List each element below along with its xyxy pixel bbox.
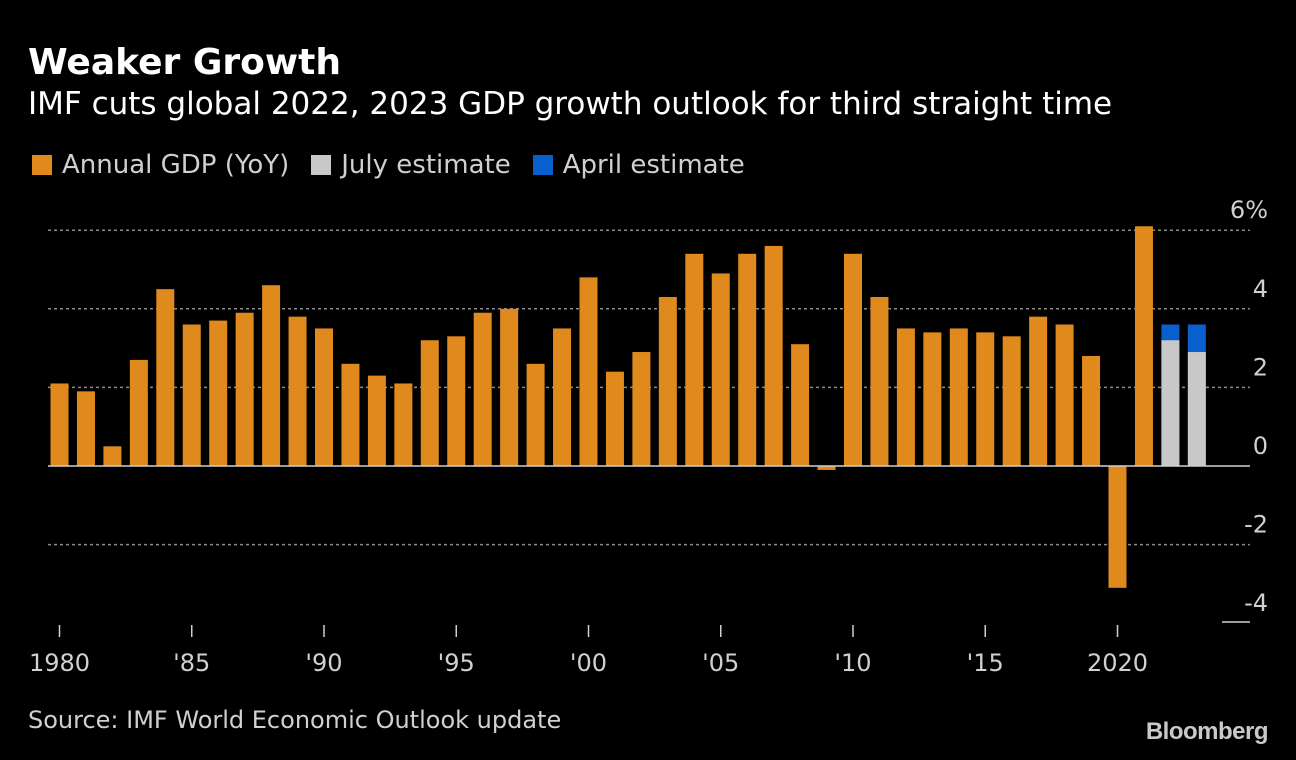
- bar-annual-gdp-1986: [209, 320, 228, 466]
- bar-annual-gdp-1980: [50, 383, 69, 466]
- bar-annual-gdp-1993: [394, 383, 413, 466]
- bar-annual-gdp-2016: [1002, 336, 1021, 466]
- bar-annual-gdp-2021: [1134, 226, 1153, 466]
- bar-annual-gdp-2015: [976, 332, 995, 466]
- bar-annual-gdp-1996: [473, 312, 492, 466]
- gdp-bar-chart: 6% 4 2 0 -2 -4 1980 '85 '90 '95 '00 '05 '10 '15 2020: [29, 196, 1268, 677]
- chart-subtitle: IMF cuts global 2022, 2023 GDP growth ou…: [28, 86, 1113, 122]
- x-tick-label: 2020: [1087, 649, 1148, 677]
- legend-label-april-estimate: April estimate: [562, 150, 745, 180]
- bar-annual-gdp-1997: [500, 308, 519, 466]
- bar-annual-gdp-1991: [341, 363, 360, 466]
- bar-annual-gdp-2010: [844, 253, 862, 466]
- bar-annual-gdp-2019: [1082, 355, 1101, 466]
- bar-annual-gdp-2005: [711, 273, 730, 466]
- y-tick-label: -2: [1244, 511, 1268, 539]
- legend-swatch-annual-gdp: [32, 155, 52, 175]
- bar-annual-gdp-1982: [103, 446, 122, 466]
- bar-annual-gdp-1988: [262, 285, 281, 466]
- x-tick-label: '15: [967, 649, 1004, 677]
- legend-item-july-estimate: July estimate: [311, 150, 511, 180]
- bar-july-estimate-2022: [1161, 340, 1180, 466]
- bar-annual-gdp-1989: [288, 316, 307, 466]
- bar-annual-gdp-2018: [1055, 324, 1074, 466]
- chart-title: Weaker Growth: [28, 42, 341, 83]
- legend-label-july-estimate: July estimate: [341, 150, 511, 180]
- bar-july-estimate-2023: [1187, 352, 1206, 466]
- x-tick-label: '05: [702, 649, 739, 677]
- bar-annual-gdp-2001: [605, 371, 624, 466]
- bar-annual-gdp-1999: [553, 328, 572, 466]
- bar-annual-gdp-1981: [76, 391, 95, 466]
- x-tick-label: 1980: [29, 649, 90, 677]
- x-tick-label: '90: [305, 649, 342, 677]
- x-tick-label: '10: [834, 649, 871, 677]
- x-tick-label: '95: [438, 649, 475, 677]
- source-note: Source: IMF World Economic Outlook updat…: [28, 706, 562, 734]
- x-tick-label: '00: [570, 649, 607, 677]
- bloomberg-logo: Bloomberg: [1145, 718, 1269, 745]
- y-tick-label: 4: [1253, 275, 1268, 303]
- bar-annual-gdp-1992: [367, 375, 386, 466]
- bar-annual-gdp-2009: [817, 466, 836, 470]
- legend-swatch-july-estimate: [311, 155, 332, 175]
- bar-annual-gdp-2008: [791, 344, 810, 466]
- x-tick-label: '85: [173, 649, 210, 677]
- bar-annual-gdp-2014: [949, 328, 968, 466]
- bar-annual-gdp-2012: [896, 328, 915, 466]
- bar-annual-gdp-1998: [526, 363, 545, 466]
- legend-item-annual-gdp: Annual GDP (YoY): [32, 150, 289, 180]
- legend-swatch-april-estimate: [532, 155, 553, 175]
- y-tick-label: 2: [1253, 353, 1268, 381]
- bar-annual-gdp-1985: [182, 324, 201, 466]
- bar-annual-gdp-1994: [420, 340, 439, 466]
- bar-annual-gdp-2006: [738, 253, 757, 466]
- bar-annual-gdp-2013: [923, 332, 942, 466]
- bar-annual-gdp-2017: [1029, 316, 1048, 466]
- y-tick-label: -4: [1244, 589, 1268, 617]
- bar-annual-gdp-2003: [658, 297, 677, 466]
- bar-annual-gdp-2007: [764, 245, 783, 466]
- bar-annual-gdp-1984: [156, 289, 175, 466]
- legend-item-april-estimate: April estimate: [532, 150, 745, 180]
- bar-annual-gdp-2002: [632, 352, 651, 466]
- bar-annual-gdp-2000: [579, 277, 598, 466]
- bar-annual-gdp-1990: [315, 328, 333, 466]
- bar-annual-gdp-2020: [1108, 466, 1127, 588]
- bar-annual-gdp-2011: [870, 297, 889, 466]
- bar-annual-gdp-1995: [447, 336, 466, 466]
- legend: Annual GDP (YoY) July estimate April est…: [32, 150, 767, 180]
- bar-annual-gdp-1987: [235, 312, 254, 466]
- bar-annual-gdp-1983: [129, 359, 148, 466]
- legend-label-annual-gdp: Annual GDP (YoY): [62, 150, 290, 180]
- bar-annual-gdp-2004: [685, 253, 704, 466]
- y-tick-label: 6%: [1230, 196, 1268, 224]
- y-tick-label: 0: [1253, 432, 1268, 460]
